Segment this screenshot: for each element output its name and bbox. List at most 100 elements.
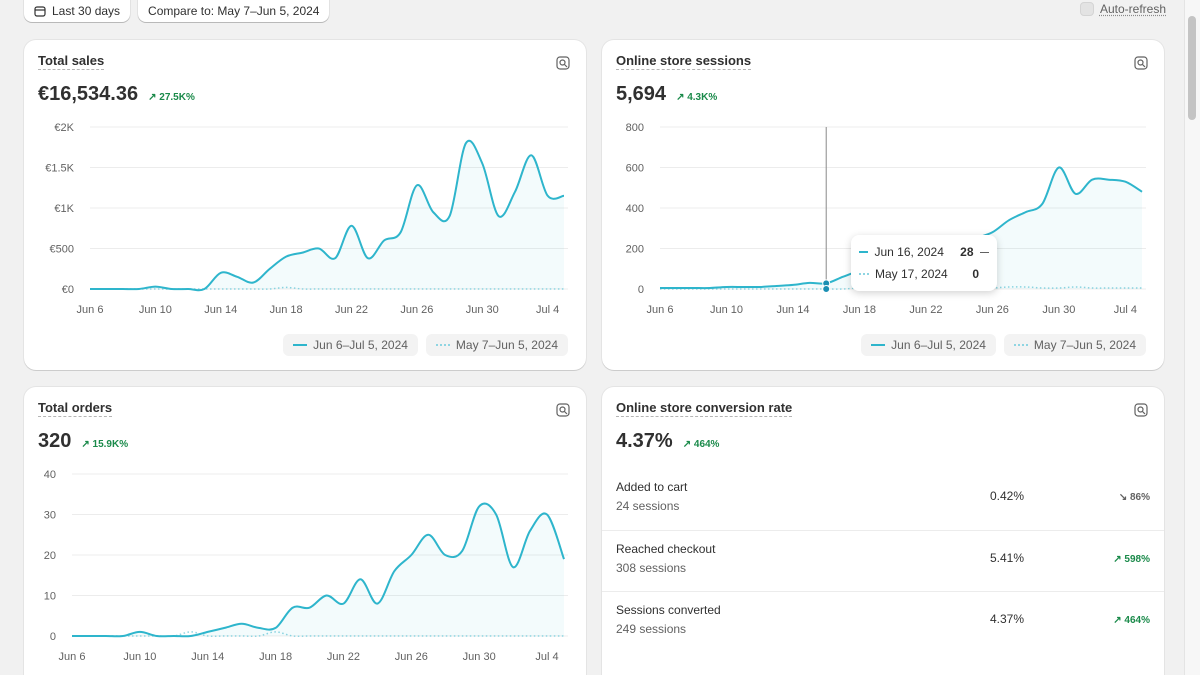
conversion-rate-title[interactable]: Online store conversion rate — [616, 400, 793, 417]
data-point[interactable] — [250, 280, 256, 286]
data-point[interactable] — [120, 286, 126, 292]
data-point[interactable] — [152, 284, 158, 290]
data-point[interactable] — [267, 266, 273, 272]
online-store-sessions-title[interactable]: Online store sessions — [616, 53, 752, 70]
data-point[interactable] — [171, 633, 177, 639]
data-point[interactable] — [1006, 217, 1012, 223]
data-point[interactable] — [674, 285, 680, 291]
explore-report-icon[interactable] — [1134, 56, 1148, 70]
data-point[interactable] — [790, 282, 796, 288]
data-point[interactable] — [757, 284, 763, 290]
data-point[interactable] — [69, 633, 75, 639]
data-point[interactable] — [561, 556, 567, 562]
data-point[interactable] — [807, 280, 813, 286]
data-point[interactable] — [137, 629, 143, 635]
data-point[interactable] — [707, 285, 713, 291]
data-point[interactable] — [1139, 189, 1145, 195]
data-point[interactable] — [103, 286, 109, 292]
data-point[interactable] — [365, 255, 371, 261]
conversion-row-rate: 0.42% — [989, 489, 1024, 503]
data-point[interactable] — [340, 601, 346, 607]
data-point[interactable] — [357, 576, 363, 582]
legend-current[interactable]: Jun 6–Jul 5, 2024 — [861, 334, 996, 356]
data-point[interactable] — [493, 512, 499, 518]
page-scrollbar[interactable] — [1184, 0, 1200, 675]
data-point[interactable] — [1106, 177, 1112, 183]
data-point[interactable] — [234, 274, 240, 280]
data-point[interactable] — [1023, 209, 1029, 215]
data-point[interactable] — [840, 274, 846, 280]
data-point[interactable] — [408, 552, 414, 558]
data-point[interactable] — [332, 255, 338, 261]
auto-refresh-toggle[interactable]: Auto-refresh — [1079, 2, 1166, 16]
data-point[interactable] — [299, 250, 305, 256]
data-point[interactable] — [527, 528, 533, 534]
data-point[interactable] — [323, 593, 329, 599]
data-point[interactable] — [201, 286, 207, 292]
data-point[interactable] — [561, 193, 567, 199]
data-point[interactable] — [1039, 201, 1045, 207]
data-point[interactable] — [442, 552, 448, 558]
data-point[interactable] — [391, 568, 397, 574]
data-point[interactable] — [476, 503, 482, 509]
data-point[interactable] — [528, 152, 534, 158]
data-point[interactable] — [459, 548, 465, 554]
data-point[interactable] — [479, 160, 485, 166]
data-point[interactable] — [136, 286, 142, 292]
data-point[interactable] — [205, 629, 211, 635]
data-point[interactable] — [307, 605, 313, 611]
data-point[interactable] — [425, 532, 431, 538]
data-point[interactable] — [169, 286, 175, 292]
data-point[interactable] — [218, 270, 224, 276]
compare-button[interactable]: Compare to: May 7–Jun 5, 2024 — [138, 0, 330, 22]
data-point[interactable] — [398, 229, 404, 235]
scrollbar-thumb[interactable] — [1188, 16, 1196, 120]
data-point[interactable] — [256, 625, 262, 631]
data-point[interactable] — [1056, 165, 1062, 171]
data-point[interactable] — [154, 633, 160, 639]
data-point[interactable] — [545, 193, 551, 199]
data-point[interactable] — [222, 625, 228, 631]
data-point[interactable] — [283, 254, 289, 260]
data-point[interactable] — [103, 633, 109, 639]
total-sales-title[interactable]: Total sales — [38, 53, 105, 70]
data-point[interactable] — [657, 285, 663, 291]
auto-refresh-checkbox[interactable] — [1079, 2, 1094, 16]
data-point[interactable] — [463, 140, 469, 146]
explore-report-icon[interactable] — [556, 56, 570, 70]
data-point[interactable] — [86, 633, 92, 639]
data-point[interactable] — [414, 182, 420, 188]
data-point[interactable] — [1122, 179, 1128, 185]
data-point[interactable] — [512, 189, 518, 195]
legend-current[interactable]: Jun 6–Jul 5, 2024 — [283, 334, 418, 356]
data-point[interactable] — [87, 286, 93, 292]
data-point[interactable] — [1073, 191, 1079, 197]
data-point[interactable] — [447, 213, 453, 219]
date-range-button[interactable]: Last 30 days — [24, 0, 131, 22]
hover-point-previous[interactable] — [822, 285, 831, 293]
data-point[interactable] — [188, 633, 194, 639]
total-orders-title[interactable]: Total orders — [38, 400, 113, 417]
data-point[interactable] — [510, 564, 516, 570]
data-point[interactable] — [723, 284, 729, 290]
legend-previous[interactable]: May 7–Jun 5, 2024 — [1003, 334, 1146, 356]
data-point[interactable] — [773, 283, 779, 289]
data-point[interactable] — [374, 601, 380, 607]
data-point[interactable] — [381, 237, 387, 243]
data-point[interactable] — [1089, 177, 1095, 183]
legend-previous[interactable]: May 7–Jun 5, 2024 — [425, 334, 568, 356]
data-point[interactable] — [120, 633, 126, 639]
data-point[interactable] — [185, 286, 191, 292]
data-point[interactable] — [690, 285, 696, 291]
data-point[interactable] — [273, 625, 279, 631]
data-point[interactable] — [349, 223, 355, 229]
data-point[interactable] — [740, 284, 746, 290]
data-point[interactable] — [316, 246, 322, 252]
explore-report-icon[interactable] — [1134, 403, 1148, 417]
data-point[interactable] — [239, 621, 245, 627]
data-point[interactable] — [290, 605, 296, 611]
explore-report-icon[interactable] — [556, 403, 570, 417]
data-point[interactable] — [544, 512, 550, 518]
data-point[interactable] — [496, 213, 502, 219]
data-point[interactable] — [430, 209, 436, 215]
